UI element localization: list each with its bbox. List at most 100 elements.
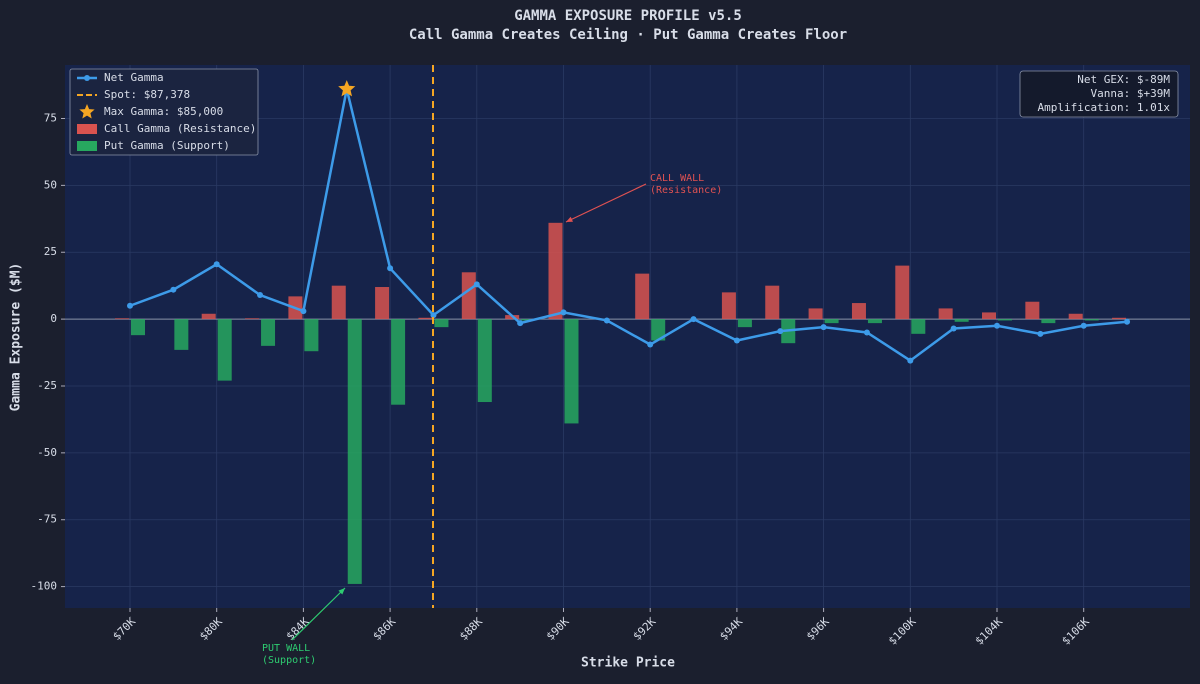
net-gamma-point [1080,322,1087,329]
y-tick-label: -75 [37,513,57,526]
bar [245,318,260,320]
y-tick-label: -25 [37,379,57,392]
bar [174,319,189,350]
legend-swatch [84,75,90,81]
bar [721,292,736,320]
bar [261,319,276,346]
chart-subtitle: Call Gamma Creates Ceiling · Put Gamma C… [409,27,847,43]
net-gamma-point [387,265,394,272]
net-gamma-point [1037,330,1044,337]
bar [461,272,476,320]
arrow-head [566,216,573,222]
bar [651,319,666,341]
net-gamma-point [170,286,177,293]
legend-box [69,68,259,156]
bar [434,319,449,328]
net-gamma-point [950,325,957,332]
bar [808,308,823,320]
bar [1068,313,1083,320]
bar [477,319,492,403]
info-box [1019,70,1179,118]
legend-label: Net Gamma [104,71,164,84]
bar [765,285,780,320]
info-text: Vanna: $+39M [1091,87,1171,100]
net-gamma-point [473,281,480,288]
annotation-arrow [565,183,647,223]
legend-swatch [77,141,97,151]
bar [115,318,129,320]
bar [331,285,346,320]
net-gamma-point [257,292,264,299]
bar [564,319,579,424]
legend-label: Call Gamma (Resistance) [104,122,256,135]
bar [201,313,216,320]
legend-swatch [79,104,95,119]
bar [911,319,926,334]
net-gamma-point [647,341,654,348]
annotation-text: (Resistance) [650,185,722,196]
net-gamma-point [127,302,133,309]
net-gamma-point [994,322,1000,329]
x-axis-label: Strike Price [581,656,675,671]
arrow-head [338,588,345,595]
max-star [338,80,356,97]
annotation-text: PUT WALL [262,643,310,654]
net-gamma-point [517,320,524,327]
annotation-text: CALL WALL [650,173,704,184]
bar [737,319,752,328]
bar [938,308,953,320]
bar [635,273,650,320]
chart-title: GAMMA EXPOSURE PROFILE v5.5 [514,8,742,24]
bar [131,319,145,336]
net-gamma-point [907,357,914,364]
net-gamma-point [1124,318,1131,325]
bar [998,319,1012,321]
legend-label: Spot: $87,378 [104,88,190,101]
bar [895,265,910,320]
y-tick-label: 0 [50,312,57,325]
y-tick-label: 50 [44,178,57,191]
net-gamma-point [213,261,220,268]
bar [1112,317,1127,320]
bar [1041,319,1056,324]
bar [217,319,232,381]
net-gamma-point [603,317,610,324]
bar [982,312,996,320]
y-tick-label: -50 [37,446,57,459]
bar [304,319,319,352]
bar [521,319,536,321]
plot-area [65,65,1190,608]
net-gamma-point [560,309,567,316]
bar [867,319,882,324]
net-gamma-point [690,316,697,323]
bar [548,222,563,320]
y-tick-label: -100 [31,580,58,593]
bar [375,287,390,320]
y-tick-label: 75 [44,111,57,124]
net-gamma-point [820,324,827,331]
bar [954,319,969,322]
net-gamma-point [863,329,870,336]
net-gamma-point [733,337,740,344]
bar [1084,319,1099,321]
legend-label: Max Gamma: $85,000 [104,105,223,118]
bar [391,319,406,405]
y-tick-label: 25 [44,245,57,258]
bar [1025,301,1040,320]
bar [418,317,433,320]
y-axis-label: Gamma Exposure ($M) [9,263,24,412]
net-gamma-point [777,328,784,335]
net-gamma-point [430,312,437,319]
bar [824,319,839,324]
annotation-arrow [291,587,346,641]
legend-label: Put Gamma (Support) [104,139,230,152]
legend-swatch [77,124,97,134]
legend: Net Gamma Spot: $87,378 Max Gamma: $85,000… [69,68,259,156]
net-gamma-point [300,308,307,315]
net-gamma-line [129,88,1128,363]
annotation-text: (Support) [262,655,316,666]
bar [347,319,362,584]
info-text: Amplification: 1.01x [1038,101,1171,114]
info-text: Net GEX: $-89M [1077,73,1170,86]
